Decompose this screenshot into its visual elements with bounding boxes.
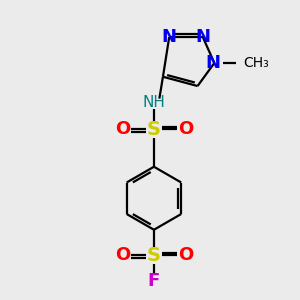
Text: S: S [147, 246, 161, 265]
Text: S: S [147, 120, 161, 139]
Text: F: F [148, 272, 160, 290]
Text: N: N [162, 28, 177, 46]
Text: N: N [195, 28, 210, 46]
Text: O: O [115, 246, 130, 264]
Text: N: N [205, 54, 220, 72]
Text: O: O [115, 120, 130, 138]
Text: O: O [178, 246, 193, 264]
Text: CH₃: CH₃ [243, 56, 268, 70]
Text: NH: NH [142, 95, 165, 110]
Text: O: O [178, 120, 193, 138]
